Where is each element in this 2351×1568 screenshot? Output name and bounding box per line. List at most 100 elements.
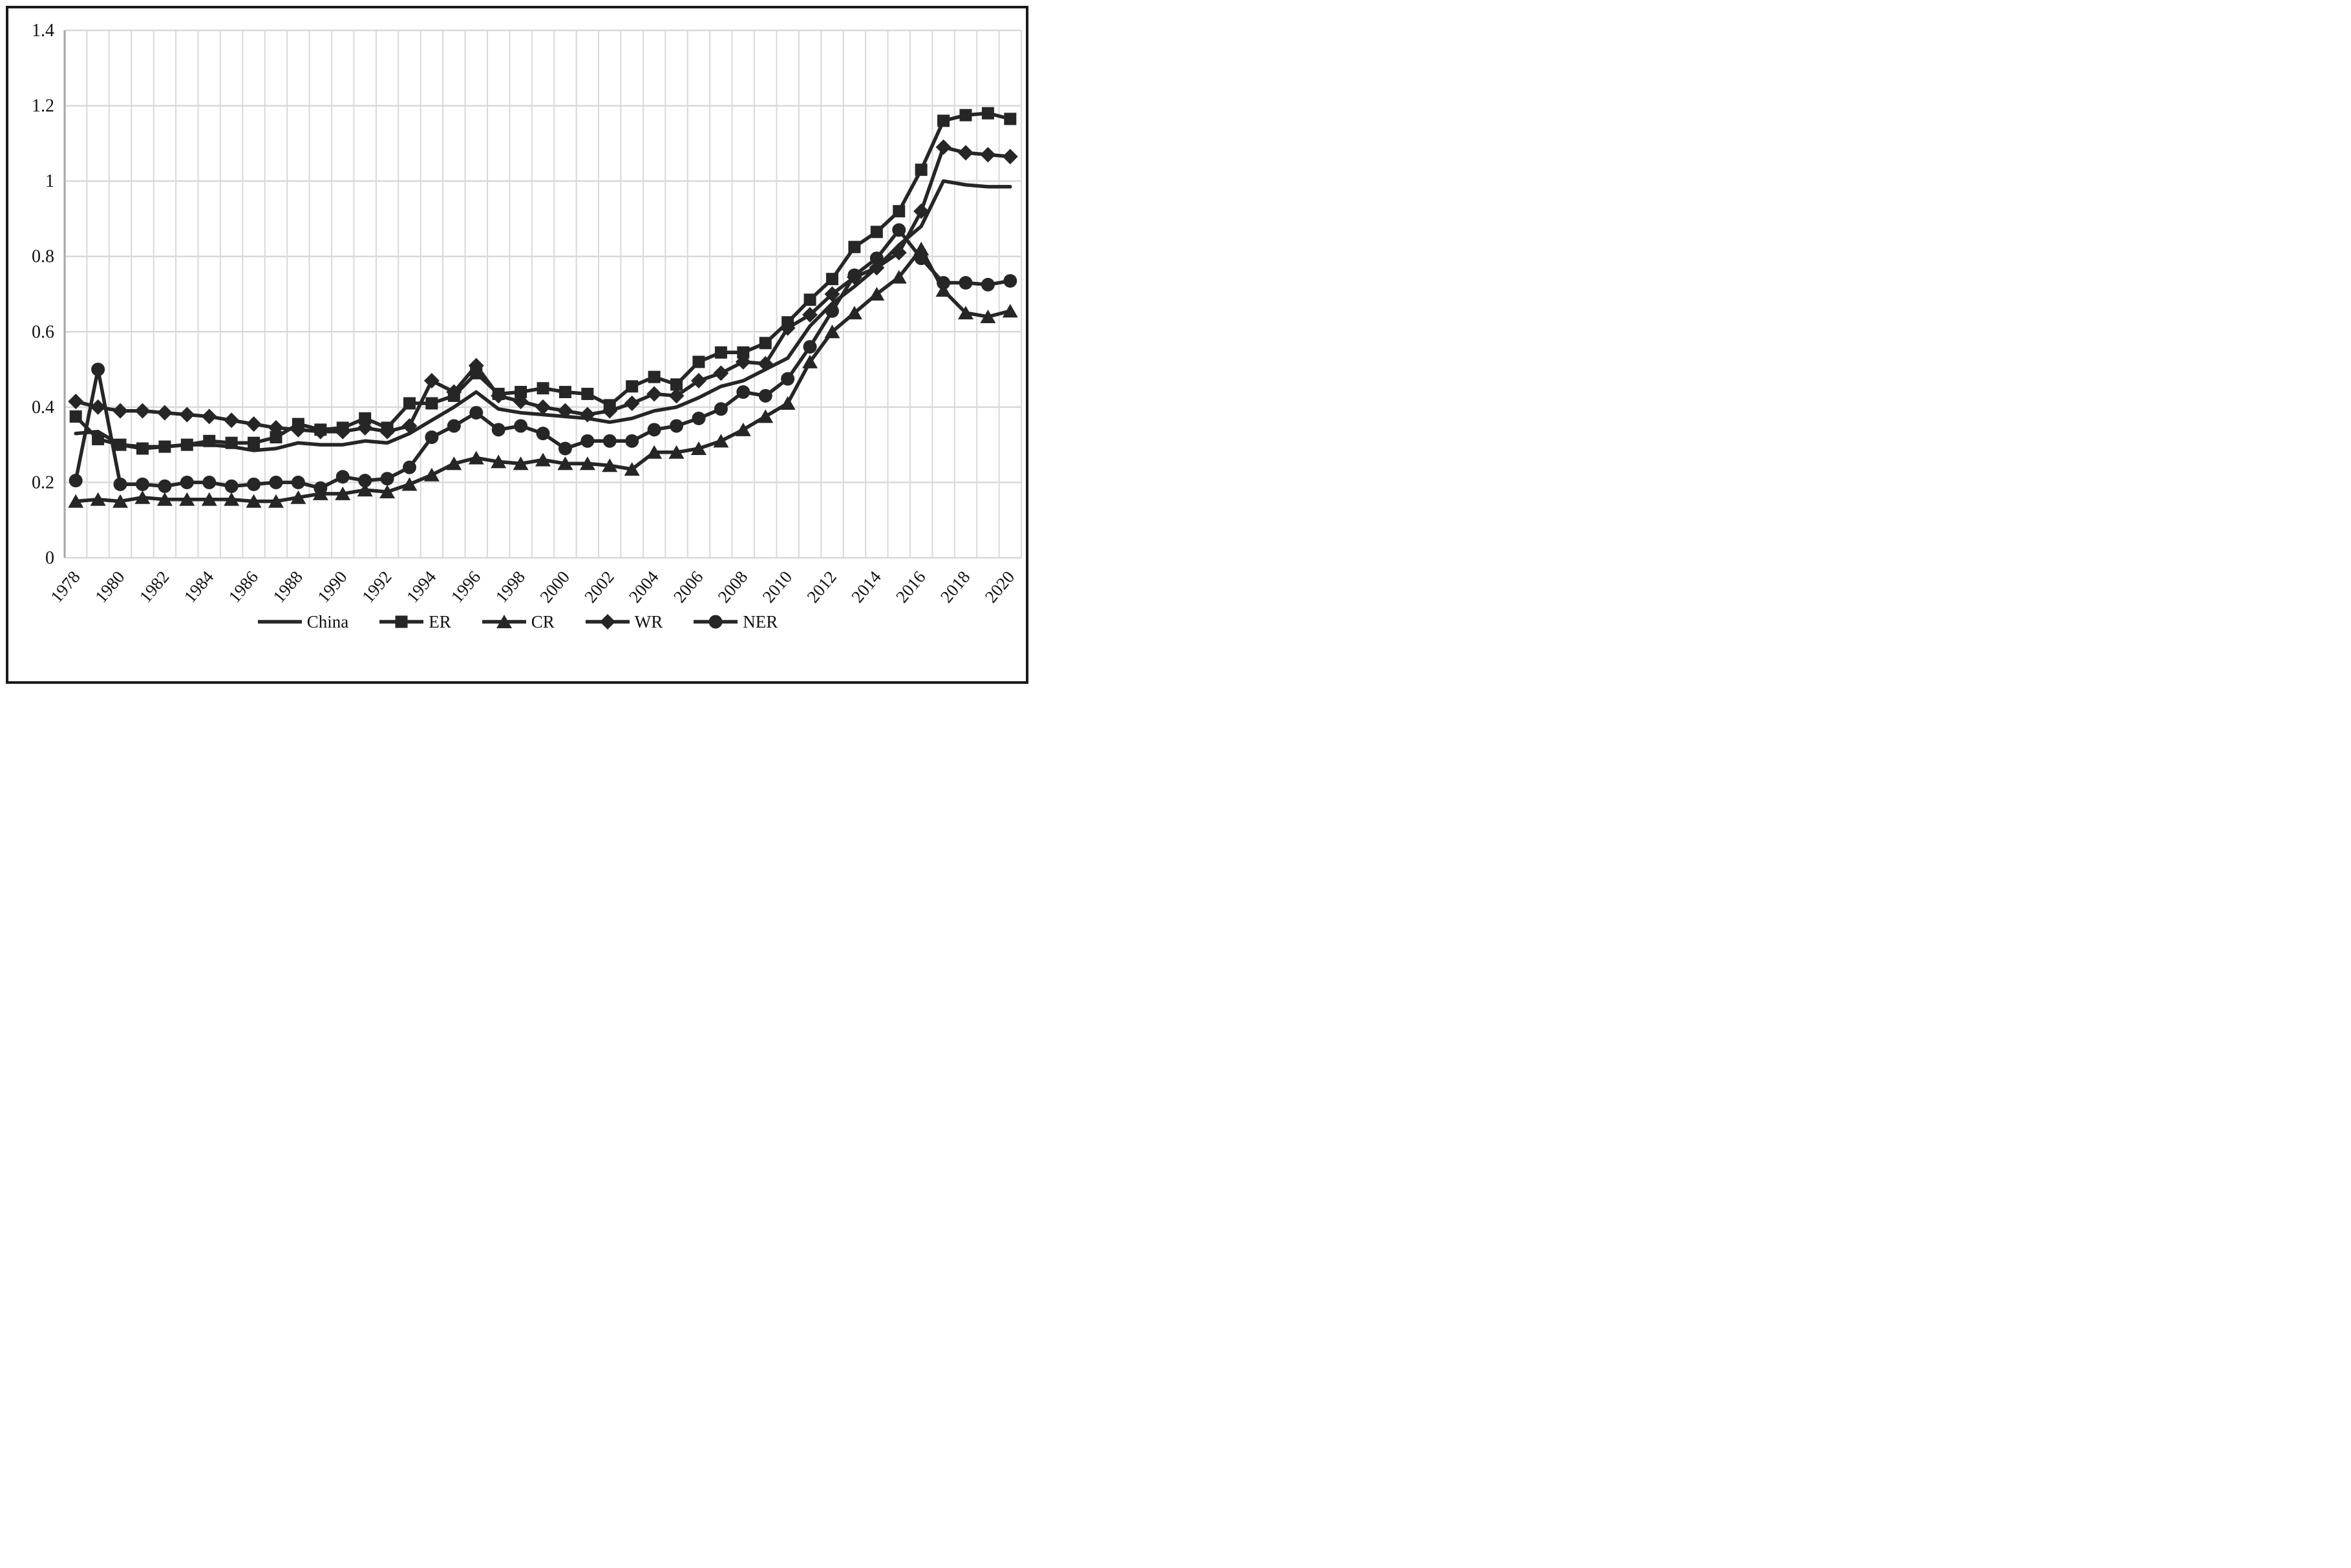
triangle-marker — [513, 456, 529, 471]
triangle-marker — [290, 490, 306, 504]
square-marker — [803, 293, 816, 306]
square-marker — [915, 164, 928, 176]
diamond-marker — [980, 147, 996, 163]
circle-marker — [380, 472, 394, 486]
diamond-marker — [557, 403, 573, 419]
triangle-marker — [557, 456, 573, 471]
circle-marker — [981, 277, 995, 291]
circle-marker — [847, 268, 862, 282]
triangle-marker — [758, 409, 774, 423]
diamond-marker — [335, 423, 351, 440]
square-marker — [180, 438, 193, 451]
circle-marker — [937, 276, 951, 290]
square-marker — [158, 440, 171, 453]
diamond-marker — [780, 320, 796, 336]
circle-marker — [469, 406, 484, 420]
circle-marker — [869, 251, 884, 266]
triangle-marker — [690, 441, 707, 455]
diamond-marker — [491, 388, 507, 404]
square-marker — [359, 412, 372, 425]
circle-marker — [781, 372, 795, 386]
triangle-marker — [869, 287, 885, 301]
square-marker — [581, 387, 594, 400]
triangle-marker — [846, 306, 862, 320]
y-axis-tick-label: 0 — [45, 548, 54, 568]
circle-marker — [158, 479, 172, 493]
y-axis-tick-label: 0.6 — [32, 322, 54, 342]
x-axis-tick-label: 2016 — [892, 567, 930, 607]
y-axis-tick-label: 0.2 — [32, 472, 54, 493]
circle-marker — [447, 419, 461, 433]
x-axis-tick-label: 1984 — [180, 567, 218, 606]
square-marker — [136, 442, 149, 455]
x-axis-tick-label: 1978 — [47, 567, 84, 607]
triangle-marker — [224, 492, 240, 506]
circle-marker — [647, 423, 661, 437]
triangle-marker — [90, 492, 106, 506]
circle-marker — [558, 441, 572, 456]
circle-marker — [914, 251, 928, 266]
y-axis-tick-label: 1.2 — [32, 96, 54, 116]
triangle-marker — [357, 483, 373, 497]
diamond-marker — [112, 403, 129, 419]
diamond-marker — [357, 419, 373, 436]
square-marker — [626, 380, 639, 393]
circle-marker — [314, 481, 328, 495]
x-axis-tick-label: 2012 — [803, 567, 840, 607]
square-marker — [69, 410, 82, 423]
triangle-marker — [491, 454, 507, 469]
circle-marker — [892, 223, 906, 237]
square-marker — [937, 114, 950, 127]
triangle-marker — [624, 462, 640, 476]
diamond-marker — [446, 384, 462, 400]
circle-marker — [358, 474, 372, 488]
circle-marker — [670, 419, 684, 433]
diamond-marker — [646, 386, 663, 402]
circle-marker — [247, 477, 261, 491]
square-marker — [425, 397, 438, 410]
triangle-marker — [246, 494, 262, 508]
triangle-marker — [156, 492, 173, 506]
triangle-marker — [1002, 304, 1018, 318]
figure: 0 0.2 0.4 0.6 0.8 1 1.2 1.4 1978 1980 1982 1984 1986… — [0, 0, 1034, 690]
triangle-marker — [201, 492, 217, 506]
square-marker — [92, 432, 105, 445]
x-axis-tick-label: 1994 — [403, 567, 440, 606]
square-marker — [959, 109, 972, 122]
circle-marker — [825, 304, 839, 318]
triangle-marker — [401, 477, 418, 491]
triangle-marker — [735, 422, 751, 436]
y-axis-tick-label: 0.8 — [32, 247, 54, 267]
x-axis-tick-label: 2000 — [536, 567, 573, 607]
x-axis-tick-label: 2020 — [981, 567, 1019, 607]
triangle-marker — [134, 490, 151, 504]
x-axis-tick-label: 1998 — [491, 567, 529, 607]
diamond-marker — [891, 244, 907, 260]
circle-marker — [758, 388, 772, 403]
x-axis-tick-label: 1990 — [314, 567, 351, 607]
triangle-marker — [802, 354, 818, 368]
diamond-marker — [224, 412, 240, 429]
diamond-marker — [957, 145, 973, 161]
diamond-marker — [379, 423, 396, 440]
diamond-marker — [713, 365, 729, 381]
triangle-marker — [468, 450, 484, 465]
circle-marker — [113, 477, 127, 491]
circle-marker — [402, 460, 416, 474]
square-marker — [737, 346, 750, 359]
circle-marker — [1003, 274, 1017, 288]
circle-marker — [803, 340, 817, 354]
diamond-marker — [201, 408, 217, 425]
circle-marker — [714, 402, 728, 416]
x-axis-tick-label: 2014 — [847, 567, 885, 606]
diamond-marker — [312, 423, 328, 440]
triangle-marker — [68, 494, 84, 508]
circle-marker — [224, 479, 239, 493]
square-marker — [248, 436, 261, 449]
x-axis-tick-label: 2002 — [580, 567, 618, 607]
diamond-marker — [513, 394, 529, 410]
triangle-marker — [824, 324, 840, 339]
x-axis-tick-label: 1980 — [91, 567, 129, 607]
x-axis-tick-label: 2010 — [759, 567, 796, 607]
diamond-marker — [735, 354, 751, 370]
